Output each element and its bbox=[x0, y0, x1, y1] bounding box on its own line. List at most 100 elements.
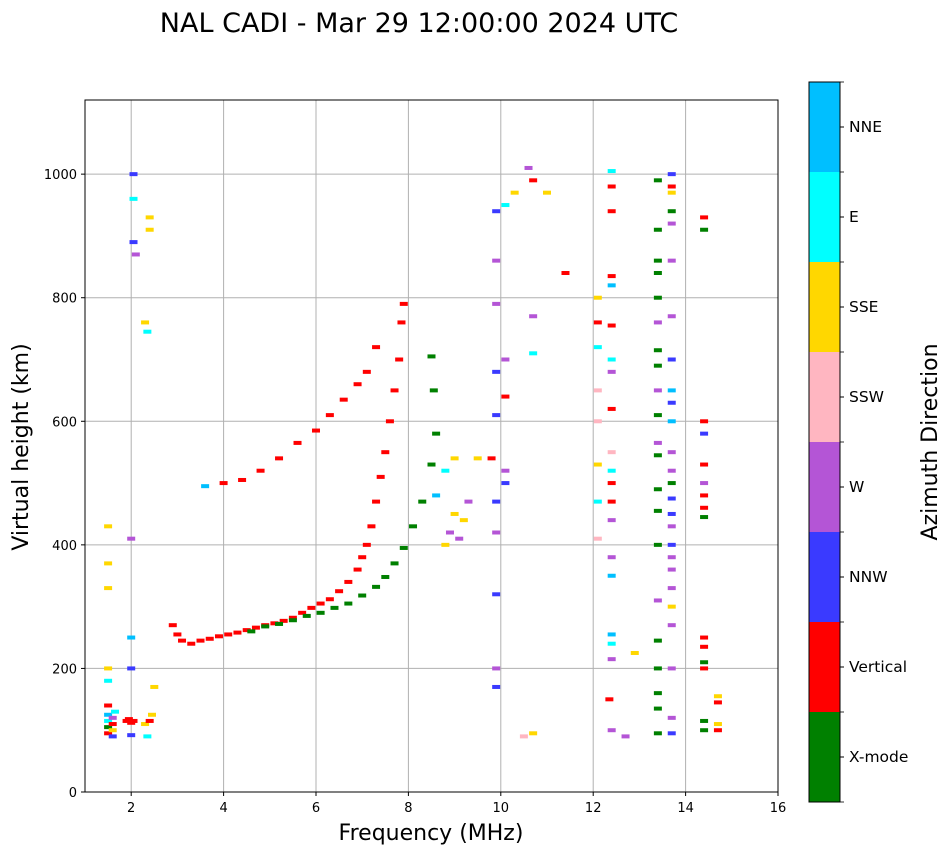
echo-point bbox=[667, 400, 676, 405]
colorbar-segment bbox=[809, 532, 840, 622]
echo-point bbox=[372, 499, 381, 504]
echo-point bbox=[325, 413, 334, 418]
echo-point bbox=[473, 456, 482, 461]
echo-point bbox=[667, 511, 676, 516]
echo-series bbox=[667, 172, 676, 736]
echo-point bbox=[372, 345, 381, 350]
echo-point bbox=[395, 357, 404, 362]
echo-point bbox=[607, 555, 616, 560]
echo-point bbox=[543, 190, 551, 195]
y-axis-label: Virtual height (km) bbox=[9, 343, 34, 550]
echo-point bbox=[667, 481, 676, 486]
echo-point bbox=[653, 320, 662, 325]
echo-point bbox=[492, 684, 501, 689]
colorbar-tick-label: Vertical bbox=[849, 658, 907, 676]
echo-point bbox=[492, 499, 501, 504]
echo-point bbox=[441, 468, 450, 473]
echo-point bbox=[607, 518, 616, 523]
colorbar-segment bbox=[809, 442, 840, 532]
echo-point bbox=[667, 496, 676, 501]
echo-point bbox=[104, 725, 113, 730]
echo-point bbox=[429, 388, 438, 393]
colorbar-segment bbox=[809, 172, 840, 262]
colorbar-tick-label: SSE bbox=[849, 298, 878, 316]
echo-point bbox=[131, 252, 140, 257]
echo-point bbox=[492, 258, 501, 263]
echo-point bbox=[621, 734, 630, 739]
echo-point bbox=[700, 728, 709, 733]
echo-point bbox=[653, 731, 662, 736]
echo-point bbox=[593, 462, 602, 467]
x-tick-label: 10 bbox=[493, 801, 510, 816]
echo-point bbox=[104, 524, 113, 529]
echo-point bbox=[667, 715, 676, 720]
echo-point bbox=[607, 169, 616, 174]
echo-point bbox=[339, 397, 348, 402]
echo-point bbox=[108, 728, 117, 733]
echo-point bbox=[124, 717, 133, 722]
echo-point bbox=[427, 462, 436, 467]
echo-point bbox=[344, 579, 353, 584]
echo-point bbox=[445, 530, 454, 535]
echo-point bbox=[201, 484, 210, 489]
echo-point bbox=[141, 722, 150, 727]
echo-series bbox=[593, 169, 639, 739]
echo-point bbox=[519, 734, 528, 739]
echo-series bbox=[247, 354, 441, 634]
echo-point bbox=[399, 545, 408, 550]
echo-point bbox=[667, 172, 676, 177]
echo-point bbox=[492, 209, 501, 214]
colorbar-frame bbox=[808, 81, 841, 803]
echo-point bbox=[653, 440, 662, 445]
echo-point bbox=[372, 584, 381, 589]
echo-point bbox=[653, 453, 662, 458]
echo-point bbox=[219, 481, 228, 486]
echo-point bbox=[607, 323, 616, 328]
echo-point bbox=[700, 431, 709, 436]
echo-point bbox=[713, 694, 722, 699]
echo-point bbox=[700, 215, 709, 220]
echo-point bbox=[653, 388, 662, 393]
colorbar: X-mode Vertical NNW W SSW SSE E NNE bbox=[808, 81, 908, 803]
echo-point bbox=[593, 320, 602, 325]
echo-point bbox=[607, 468, 616, 473]
echo-point bbox=[700, 419, 709, 424]
echo-point bbox=[607, 632, 616, 637]
echo-point bbox=[127, 666, 136, 671]
echo-series bbox=[501, 165, 570, 739]
echo-point bbox=[667, 209, 676, 214]
echo-point bbox=[492, 666, 501, 671]
echo-point bbox=[607, 450, 616, 455]
echo-point bbox=[376, 474, 385, 479]
echo-point bbox=[381, 574, 390, 579]
echo-point bbox=[653, 271, 662, 275]
echo-point bbox=[561, 271, 570, 275]
x-axis-ticks: 2 4 6 8 10 12 14 16 bbox=[127, 792, 786, 816]
echo-point bbox=[700, 515, 709, 520]
echo-point bbox=[450, 511, 459, 516]
echo-point bbox=[653, 258, 662, 263]
echo-point bbox=[667, 357, 676, 362]
echo-point bbox=[141, 320, 150, 325]
echo-point bbox=[492, 530, 501, 535]
echo-point bbox=[605, 697, 614, 702]
echo-point bbox=[487, 456, 496, 461]
echo-point bbox=[104, 561, 113, 566]
echo-point bbox=[713, 728, 722, 733]
echo-point bbox=[224, 632, 233, 637]
echo-point bbox=[441, 542, 450, 547]
chart-title: NAL CADI - Mar 29 12:00:00 2024 UTC bbox=[160, 8, 678, 39]
echo-point bbox=[330, 605, 339, 610]
echo-point bbox=[653, 706, 662, 711]
x-tick-label: 2 bbox=[127, 801, 135, 816]
echo-point bbox=[145, 718, 154, 723]
echo-point bbox=[593, 388, 602, 393]
x-tick-label: 14 bbox=[677, 801, 694, 816]
echo-point bbox=[667, 468, 676, 473]
colorbar-segment bbox=[809, 262, 840, 352]
echo-point bbox=[111, 709, 120, 714]
echo-point bbox=[607, 481, 616, 486]
echo-series bbox=[432, 209, 501, 689]
echo-point bbox=[492, 301, 501, 306]
echo-point bbox=[335, 589, 344, 594]
